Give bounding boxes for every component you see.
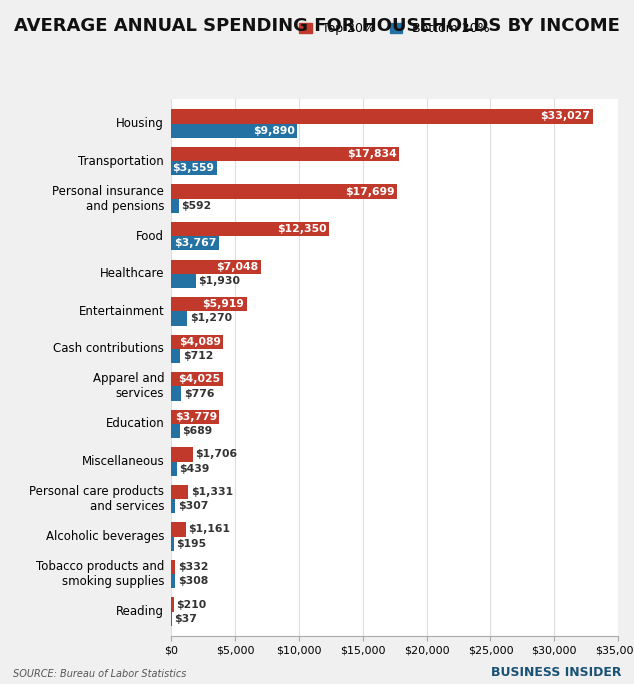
Text: $17,834: $17,834: [347, 149, 396, 159]
Bar: [171, 124, 297, 138]
Legend: Top 20%, Bottom 20%: Top 20%, Bottom 20%: [297, 20, 493, 38]
Bar: [171, 236, 219, 250]
Text: $308: $308: [178, 577, 208, 586]
Text: $1,930: $1,930: [198, 276, 240, 286]
Text: SOURCE: Bureau of Labor Statistics: SOURCE: Bureau of Labor Statistics: [13, 668, 186, 679]
Text: $592: $592: [181, 201, 212, 211]
Bar: [171, 198, 179, 213]
Bar: [171, 109, 593, 124]
Text: $5,919: $5,919: [202, 299, 244, 309]
Text: $12,350: $12,350: [276, 224, 327, 234]
Text: $1,161: $1,161: [188, 525, 231, 534]
Text: $332: $332: [178, 562, 209, 572]
Bar: [171, 485, 188, 499]
Bar: [171, 537, 174, 551]
Text: $3,559: $3,559: [172, 163, 214, 173]
Bar: [171, 185, 398, 198]
Bar: [171, 410, 219, 424]
Bar: [171, 334, 223, 349]
Bar: [171, 147, 399, 161]
Text: $4,025: $4,025: [178, 374, 220, 384]
Text: $4,089: $4,089: [179, 337, 221, 347]
Text: $439: $439: [179, 464, 210, 473]
Text: $17,699: $17,699: [345, 187, 394, 196]
Bar: [171, 499, 175, 513]
Text: $712: $712: [183, 351, 213, 361]
Bar: [171, 161, 217, 175]
Text: $689: $689: [183, 426, 213, 436]
Text: AVERAGE ANNUAL SPENDING FOR HOUSEHOLDS BY INCOME: AVERAGE ANNUAL SPENDING FOR HOUSEHOLDS B…: [14, 17, 620, 35]
Text: BUSINESS INSIDER: BUSINESS INSIDER: [491, 666, 621, 679]
Text: $307: $307: [178, 501, 208, 511]
Text: $9,890: $9,890: [253, 126, 295, 135]
Bar: [171, 574, 175, 588]
Bar: [171, 462, 177, 476]
Bar: [171, 560, 176, 574]
Text: $33,027: $33,027: [541, 111, 590, 122]
Bar: [171, 349, 180, 363]
Bar: [171, 424, 180, 438]
Text: $7,048: $7,048: [216, 262, 259, 272]
Text: $776: $776: [184, 389, 214, 399]
Bar: [171, 597, 174, 611]
Text: $37: $37: [174, 614, 197, 624]
Text: $3,779: $3,779: [174, 412, 217, 422]
Bar: [171, 447, 193, 462]
Bar: [171, 311, 188, 326]
Bar: [171, 372, 223, 386]
Text: $195: $195: [176, 539, 206, 549]
Bar: [171, 297, 247, 311]
Text: $1,706: $1,706: [195, 449, 238, 460]
Text: $1,331: $1,331: [191, 487, 233, 497]
Text: $1,270: $1,270: [190, 313, 232, 324]
Bar: [171, 523, 186, 537]
Bar: [171, 259, 261, 274]
Bar: [171, 222, 329, 236]
Text: $3,767: $3,767: [174, 238, 217, 248]
Bar: [171, 386, 181, 401]
Bar: [171, 274, 196, 288]
Text: $210: $210: [176, 600, 207, 609]
